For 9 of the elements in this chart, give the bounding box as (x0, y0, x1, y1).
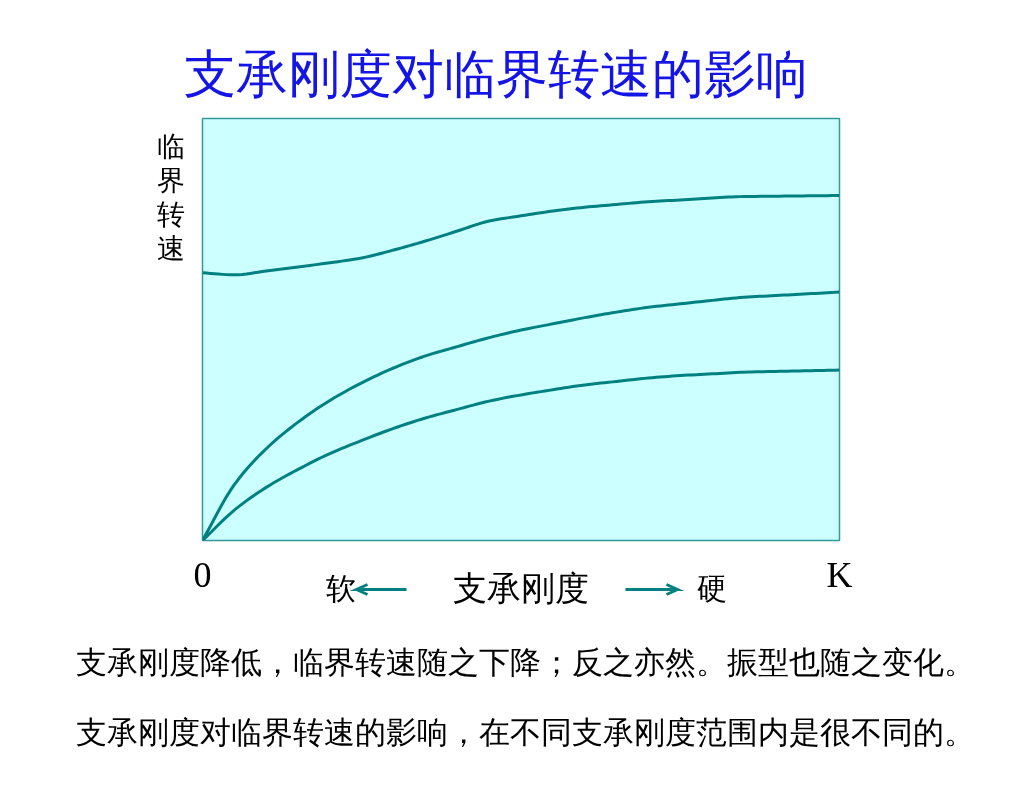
y-axis-title: 临界转速 (156, 130, 185, 264)
text: 支承刚度对临界转速的影响，在不同支承刚度范围内是很不同的。 (75, 714, 975, 750)
text: 软 (325, 572, 356, 605)
x-tick-label: 0 (193, 554, 212, 595)
x-tick-label: K (826, 554, 853, 595)
text: 支承刚度降低，临界转速随之下降；反之亦然。振型也随之变化。 (75, 644, 975, 680)
chart-title: 支承刚度对临界转速的影响 (183, 44, 808, 103)
x-axis-title: 支承刚度 (453, 569, 589, 607)
text: 硬 (696, 572, 727, 605)
